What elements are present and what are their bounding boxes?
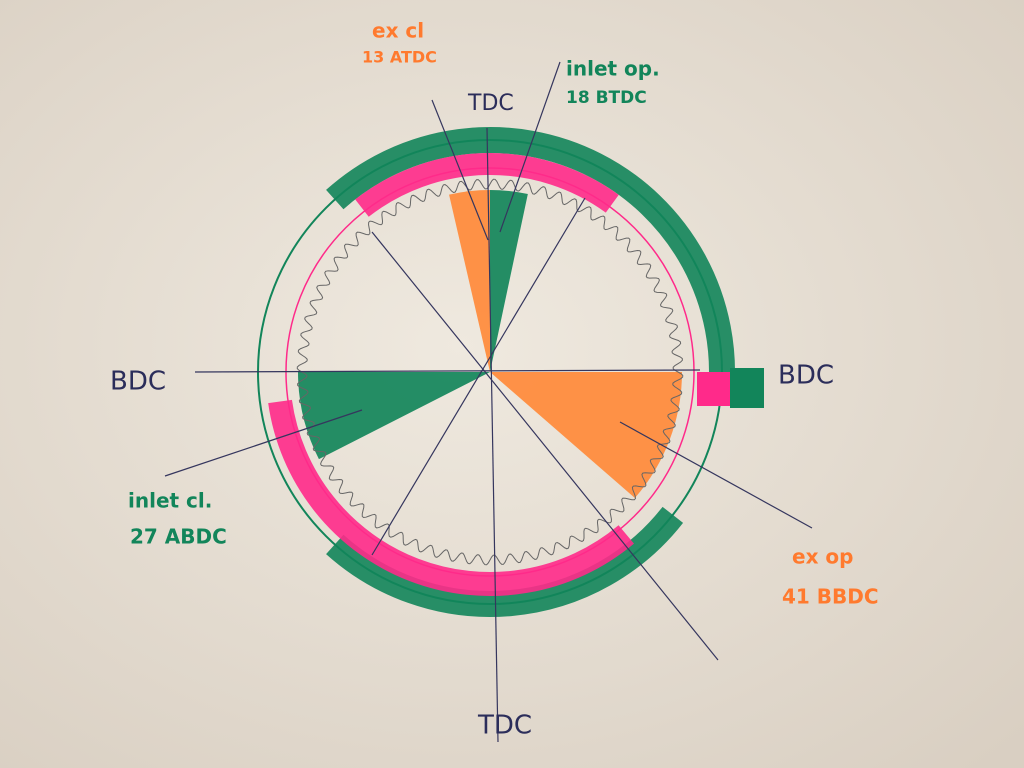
annotation-detail: 13 ATDC [362, 48, 437, 67]
inlet-band [326, 127, 735, 398]
annotation-detail: 41 BBDC [782, 585, 879, 609]
crank-line [371, 231, 719, 661]
inlet-band [326, 506, 684, 617]
wedge [449, 190, 490, 372]
wedge [298, 372, 490, 460]
tdc-label: TDC [477, 711, 532, 741]
annotation-title: inlet op. [566, 57, 660, 81]
bdc-line [194, 369, 701, 373]
annotation-detail: 18 BTDC [566, 88, 647, 108]
tdc-line [486, 127, 499, 743]
annotation-title: ex cl [372, 19, 424, 43]
annotation-title: ex op [792, 545, 853, 569]
annotation-detail: 27 ABDC [130, 525, 227, 549]
exhaust-band [355, 153, 619, 217]
leader-line [164, 409, 363, 477]
leader-line [619, 421, 813, 529]
inlet-mark [730, 368, 764, 408]
wedge [490, 190, 528, 372]
leader-line [431, 99, 489, 241]
bdc-label: BDC [778, 361, 834, 391]
tdc-label: TDC [467, 91, 514, 116]
exhaust-mark [697, 372, 733, 406]
annotation-title: inlet cl. [128, 489, 212, 513]
crank-line [371, 197, 586, 556]
bdc-label: BDC [110, 367, 166, 397]
gear [296, 178, 684, 566]
leader-line [499, 61, 561, 233]
drawing [164, 61, 813, 743]
wedge [490, 372, 682, 498]
exhaust-band [268, 399, 634, 596]
